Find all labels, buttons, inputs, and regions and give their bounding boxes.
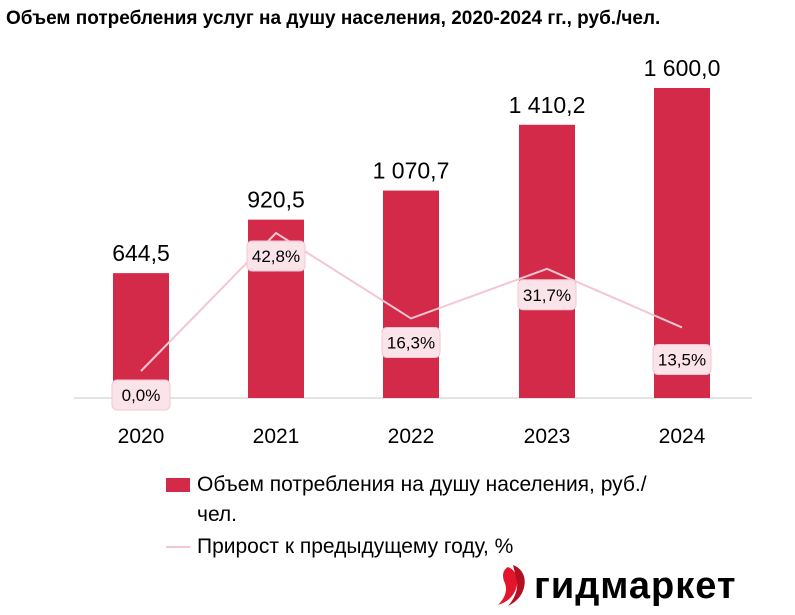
growth-label-box — [517, 279, 577, 311]
bar — [383, 190, 439, 398]
bar-value-label: 1 600,0 — [644, 55, 721, 81]
growth-label-box — [246, 240, 306, 272]
x-tick-label: 2023 — [524, 425, 571, 448]
bar-value-label: 644,5 — [112, 240, 170, 266]
legend-label-bars: Объем потребления на душу населения, руб… — [197, 473, 647, 526]
bar-value-label: 920,5 — [247, 187, 305, 213]
brand-wordmark: гидмаркет — [534, 565, 737, 607]
x-tick-label: 2020 — [118, 425, 165, 448]
x-tick-label: 2024 — [659, 425, 706, 448]
chart-title: Объем потребления услуг на душу населени… — [6, 8, 661, 29]
bar — [113, 273, 169, 398]
growth-label-box — [381, 326, 441, 358]
x-tick-label: 2021 — [253, 425, 300, 448]
x-tick-label: 2022 — [388, 425, 435, 448]
bar — [519, 124, 575, 399]
chart-plot: 644,5 2020 920,5 2021 1 070,7 2022 1 410,2 2023… — [74, 55, 752, 448]
growth-label: 42,8% — [252, 247, 300, 266]
brand-logo-icon — [498, 565, 525, 606]
legend-swatch-bars — [166, 478, 190, 492]
growth-label: 13,5% — [658, 350, 706, 369]
bar-value-label: 1 070,7 — [373, 158, 450, 184]
growth-label-box — [652, 343, 712, 375]
legend-swatch-line — [166, 546, 190, 548]
brand-logo: гидмаркет — [494, 563, 794, 611]
growth-label-box — [111, 379, 171, 411]
growth-label: 16,3% — [387, 333, 435, 352]
growth-label: 0,0% — [122, 386, 161, 405]
bar-value-label: 1 410,2 — [509, 92, 586, 118]
growth-line — [140, 231, 683, 372]
legend-label-line: Прирост к предыдущему году, % — [197, 535, 514, 558]
growth-label: 31,7% — [523, 286, 571, 305]
